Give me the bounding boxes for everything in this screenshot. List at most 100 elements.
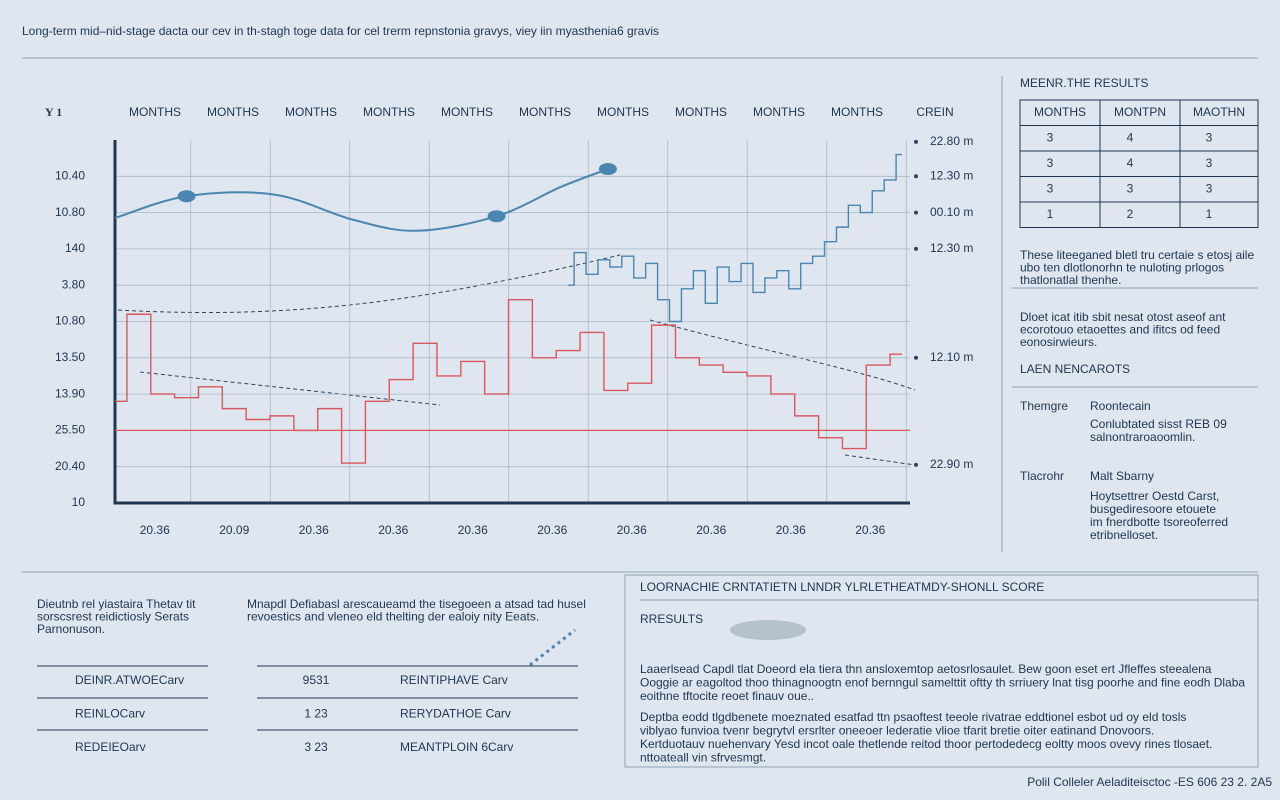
entry-title: Roontecain xyxy=(1090,399,1151,413)
text-line: revoestics and vleneo eld thelting der e… xyxy=(247,610,539,624)
table-header: MONTPN xyxy=(1114,105,1166,119)
column-label: MONTHS xyxy=(831,105,883,119)
right-marker xyxy=(914,355,918,360)
column-label: MONTHS xyxy=(129,105,181,119)
table-cell: 1 xyxy=(1047,207,1054,221)
row-label: REINLOCarv xyxy=(75,707,145,721)
row-value: 3 23 xyxy=(304,740,328,754)
series-line xyxy=(115,299,903,464)
table-cell: 3 xyxy=(1047,130,1054,144)
page-title: Long-term mid–nid-stage dacta our cev in… xyxy=(22,24,659,38)
x-tick-label: 20.36 xyxy=(696,523,726,537)
text-line: eoithne tftocite reoet finauv oue.. xyxy=(640,689,814,703)
image-placeholder xyxy=(730,620,806,640)
y-tick-label: 20.40 xyxy=(55,459,85,473)
y-tick-label: 3.80 xyxy=(62,277,86,291)
entry-label: Themgre xyxy=(1020,399,1068,413)
table-cell: 2 xyxy=(1127,207,1134,221)
row-value: 1 23 xyxy=(304,707,328,721)
x-tick-label: 20.36 xyxy=(617,523,647,537)
text-line: etribnelloset. xyxy=(1090,528,1158,542)
x-tick-label: 20.36 xyxy=(140,523,170,537)
table-cell: 3 xyxy=(1127,181,1134,195)
point-marker xyxy=(598,163,617,176)
right-label: 22.80 m xyxy=(930,134,973,148)
row-label: RERYDATHOE Carv xyxy=(400,707,511,721)
decoration xyxy=(529,628,576,667)
right-label: 22.90 m xyxy=(930,457,973,471)
text-line: im fnerdbotte tsoreoferred xyxy=(1090,515,1228,529)
text-line: Mnapdl Defiabasl arescaueamd the tisegoe… xyxy=(247,597,586,611)
y-tick-label: 10 xyxy=(72,495,86,509)
text-line: viblyao funvioa tvenr begrytvl ersrlter … xyxy=(640,724,1154,738)
text-line: Ooggie ar eagoltod thoo thinagnoogtn eno… xyxy=(640,676,1245,690)
text-line: nttoateall vin sfrvesmgt. xyxy=(640,751,766,765)
column-label: MONTHS xyxy=(753,105,805,119)
right-label: 00.10 m xyxy=(930,205,973,219)
table-cell: 3 xyxy=(1206,181,1213,195)
table-cell: 3 xyxy=(1206,156,1213,170)
y-tick-label: 13.90 xyxy=(55,386,85,400)
right-marker xyxy=(914,174,918,179)
text-line: Dloet icat itib sbit nesat otost aseof a… xyxy=(1020,310,1226,324)
right-label: 12.10 m xyxy=(930,350,973,364)
column-label: MONTHS xyxy=(207,105,259,119)
series-line xyxy=(568,153,903,323)
text-line: Laaerlsead Capdl tlat Doeord ela tiera t… xyxy=(640,662,1212,676)
y-tick-label: 25.50 xyxy=(55,423,85,437)
table-cell: 4 xyxy=(1127,130,1134,144)
text-line: Conlubtated sisst REB 09 xyxy=(1090,417,1227,431)
series-line xyxy=(114,168,609,232)
right-label: 12.30 m xyxy=(930,241,973,255)
column-label: MONTHS xyxy=(441,105,493,119)
text-line: ecorotouo etaoettes and ifitcs od feed xyxy=(1020,323,1220,337)
axis xyxy=(113,140,910,505)
text-line: busgediresoore etouete xyxy=(1090,502,1216,516)
panel-title: MEENR.THE RESULTS xyxy=(1020,76,1148,90)
x-tick-label: 20.36 xyxy=(776,523,806,537)
box-subtitle: RRESULTS xyxy=(640,612,703,626)
row-label: MEANTPLOIN 6Carv xyxy=(400,740,513,754)
x-tick-label: 20.36 xyxy=(537,523,567,537)
x-tick-label: 20.36 xyxy=(855,523,885,537)
y-tick-label: 13.50 xyxy=(55,350,85,364)
text-line: Parnonuson. xyxy=(37,622,105,636)
y-tick-label: 10.80 xyxy=(55,205,85,219)
point-marker xyxy=(487,210,506,223)
section-title: LAEN NENCAROTS xyxy=(1020,362,1130,376)
text-line: salnontraroaoomlin. xyxy=(1090,430,1195,444)
text-line: Dieutnb rel yiastaira Thetav tit xyxy=(37,597,196,611)
x-tick-label: 20.36 xyxy=(378,523,408,537)
right-marker xyxy=(914,210,918,215)
results-box xyxy=(624,574,1259,768)
right-marker xyxy=(914,462,918,467)
right-label: 12.30 m xyxy=(930,168,973,182)
table-cell: 3 xyxy=(1206,130,1213,144)
row-value: 9531 xyxy=(303,673,330,687)
point-marker xyxy=(177,190,196,203)
right-marker xyxy=(914,139,918,144)
text-line: ubo ten dlotlonorhn te nuloting prlogos xyxy=(1020,261,1224,275)
text-line: eonosirwieurs. xyxy=(1020,335,1097,349)
table-cell: 4 xyxy=(1127,156,1134,170)
x-tick-label: 20.36 xyxy=(299,523,329,537)
text-line: thatlonatlal thenhe. xyxy=(1020,273,1121,287)
row-label: DEINR.ATWOECarv xyxy=(75,673,184,687)
box-title: LOORNACHIE CRNTATIETN LNNDR YLRLETHEATMD… xyxy=(640,580,1044,594)
table-border xyxy=(1019,99,1259,228)
column-label: MONTHS xyxy=(285,105,337,119)
table-cell: 3 xyxy=(1047,156,1054,170)
text-line: Deptba eodd tlgdbenete moeznated esatfad… xyxy=(640,710,1186,724)
y-tick-label: 10.40 xyxy=(55,168,85,182)
column-label: MONTHS xyxy=(363,105,415,119)
text-line: These liteeganed bletl tru certaie s eto… xyxy=(1020,248,1254,262)
x-tick-label: 20.36 xyxy=(458,523,488,537)
column-label: MONTHS xyxy=(675,105,727,119)
column-label: CREIN xyxy=(916,105,953,119)
table-header: MAOTHN xyxy=(1193,105,1245,119)
entry-title: Malt Sbarny xyxy=(1090,469,1154,483)
entry-label: Tlacrohr xyxy=(1020,469,1064,483)
right-marker xyxy=(914,246,918,251)
